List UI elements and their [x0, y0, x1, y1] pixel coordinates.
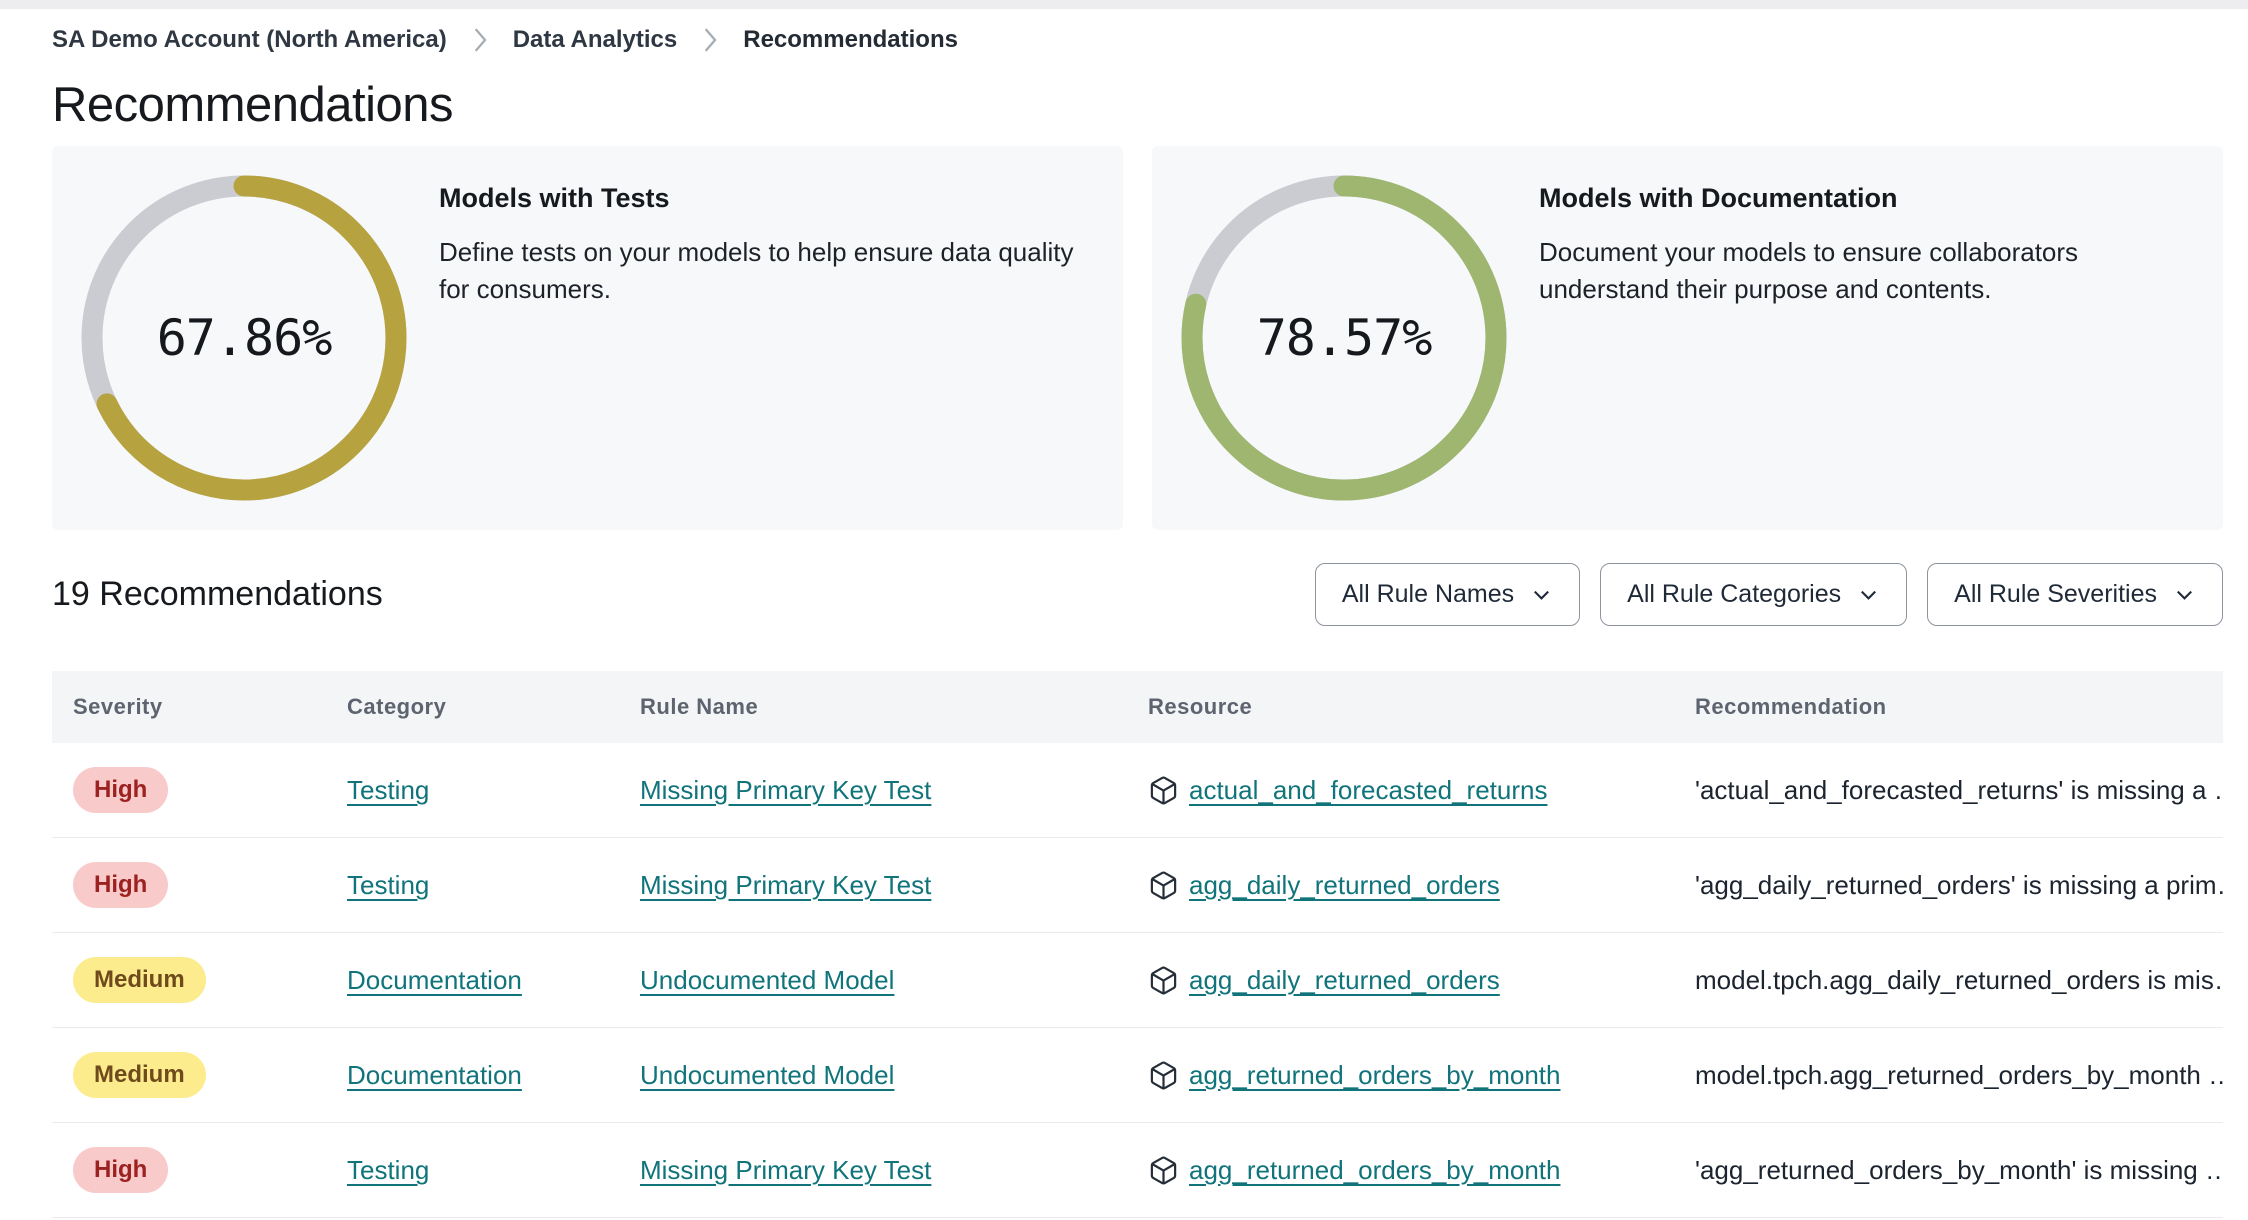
filter-label: All Rule Names	[1341, 580, 1515, 608]
table-row: Medium Documentation Undocumented Model …	[52, 933, 2223, 1028]
page-title: Recommendations	[52, 78, 454, 132]
resource-link[interactable]: agg_returned_orders_by_month	[1189, 1154, 1561, 1185]
filter-label: All Rule Severities	[1954, 580, 2157, 608]
list-header: 19 Recommendations All Rule Names All Ru…	[52, 563, 2223, 626]
severity-badge: Medium	[73, 957, 206, 1003]
filter-all-rule-names[interactable]: All Rule Names	[1314, 563, 1581, 626]
recommendations-count: 19 Recommendations	[52, 575, 383, 613]
recommendations-table: Severity Category Rule Name Resource Rec…	[52, 671, 2223, 1218]
model-cube-icon	[1148, 1060, 1179, 1091]
recommendation-text: 'actual_and_forecasted_returns' is missi…	[1695, 774, 2223, 805]
severity-badge: High	[73, 767, 169, 813]
column-header-category: Category	[347, 694, 447, 719]
table-row: Medium Documentation Undocumented Model …	[52, 1028, 2223, 1123]
chevron-right-icon	[701, 27, 719, 53]
metric-cards: 67.86% Models with Tests Define tests on…	[52, 146, 2223, 530]
category-link[interactable]: Testing	[347, 1154, 430, 1185]
recommendation-text: model.tpch.agg_daily_returned_orders is …	[1695, 964, 2223, 995]
tests-card-description: Define tests on your models to help ensu…	[439, 237, 1074, 304]
recommendation-text: 'agg_daily_returned_orders' is missing a…	[1695, 869, 2223, 900]
column-header-resource: Resource	[1148, 694, 1253, 719]
breadcrumb-project-link[interactable]: Data Analytics	[512, 26, 678, 53]
severity-badge: High	[73, 1147, 169, 1193]
tests-card-body: Models with Tests Define tests on your m…	[439, 146, 1123, 308]
chevron-down-icon	[2177, 590, 2192, 600]
resource-link[interactable]: agg_daily_returned_orders	[1189, 869, 1500, 900]
rule-name-link[interactable]: Undocumented Model	[640, 964, 895, 995]
model-cube-icon	[1148, 870, 1179, 901]
category-link[interactable]: Documentation	[347, 964, 522, 995]
resource-link[interactable]: actual_and_forecasted_returns	[1189, 774, 1548, 805]
table-row: High Testing Missing Primary Key Test ag…	[52, 838, 2223, 933]
chevron-right-icon	[471, 27, 489, 53]
column-header-severity: Severity	[73, 694, 163, 719]
documentation-percent-value: 78.57%	[1256, 309, 1433, 367]
recommendation-text: model.tpch.agg_returned_orders_by_month …	[1695, 1059, 2223, 1090]
documentation-card-body: Models with Documentation Document your …	[1539, 146, 2223, 308]
breadcrumb-account-link[interactable]: SA Demo Account (North America)	[52, 26, 447, 53]
resource-link[interactable]: agg_returned_orders_by_month	[1189, 1059, 1561, 1090]
severity-badge: High	[73, 862, 169, 908]
documentation-card-description: Document your models to ensure collabora…	[1539, 237, 2079, 304]
severity-badge: Medium	[73, 1052, 206, 1098]
table-header: Severity Category Rule Name Resource Rec…	[52, 671, 2223, 743]
column-header-rule-name: Rule Name	[640, 694, 759, 719]
category-link[interactable]: Testing	[347, 869, 430, 900]
filter-all-rule-categories[interactable]: All Rule Categories	[1600, 563, 1908, 626]
rule-name-link[interactable]: Missing Primary Key Test	[640, 1154, 932, 1185]
breadcrumb-current-page: Recommendations	[743, 26, 958, 53]
tests-card-title: Models with Tests	[439, 183, 670, 213]
rule-name-link[interactable]: Missing Primary Key Test	[640, 774, 932, 805]
filter-bar: All Rule Names All Rule Categories All R…	[1314, 563, 2223, 626]
category-link[interactable]: Documentation	[347, 1059, 522, 1090]
models-with-documentation-card: 78.57% Models with Documentation Documen…	[1152, 146, 2223, 530]
rule-name-link[interactable]: Undocumented Model	[640, 1059, 895, 1090]
window-top-edge	[0, 0, 2248, 9]
documentation-donut-chart: 78.57%	[1181, 175, 1507, 501]
filter-all-rule-severities[interactable]: All Rule Severities	[1927, 563, 2223, 626]
breadcrumb: SA Demo Account (North America) Data Ana…	[52, 26, 2223, 54]
model-cube-icon	[1148, 1155, 1179, 1186]
tests-donut-chart: 67.86%	[81, 175, 407, 501]
chevron-down-icon	[1534, 590, 1550, 600]
models-with-tests-card: 67.86% Models with Tests Define tests on…	[52, 146, 1123, 530]
recommendations-page: SA Demo Account (North America) Data Ana…	[0, 26, 2248, 1218]
documentation-card-title: Models with Documentation	[1539, 183, 1898, 213]
resource-link[interactable]: agg_daily_returned_orders	[1189, 964, 1500, 995]
table-row: High Testing Missing Primary Key Test ac…	[52, 743, 2223, 838]
filter-label: All Rule Categories	[1627, 580, 1842, 608]
tests-percent-value: 67.86%	[156, 309, 333, 367]
rule-name-link[interactable]: Missing Primary Key Test	[640, 869, 932, 900]
table-row: High Testing Missing Primary Key Test ag…	[52, 1123, 2223, 1218]
column-header-recommendation: Recommendation	[1695, 694, 1887, 719]
category-link[interactable]: Testing	[347, 774, 430, 805]
model-cube-icon	[1148, 965, 1179, 996]
model-cube-icon	[1148, 775, 1179, 806]
recommendation-text: 'agg_returned_orders_by_month' is missin…	[1695, 1154, 2223, 1185]
chevron-down-icon	[1861, 590, 1877, 600]
